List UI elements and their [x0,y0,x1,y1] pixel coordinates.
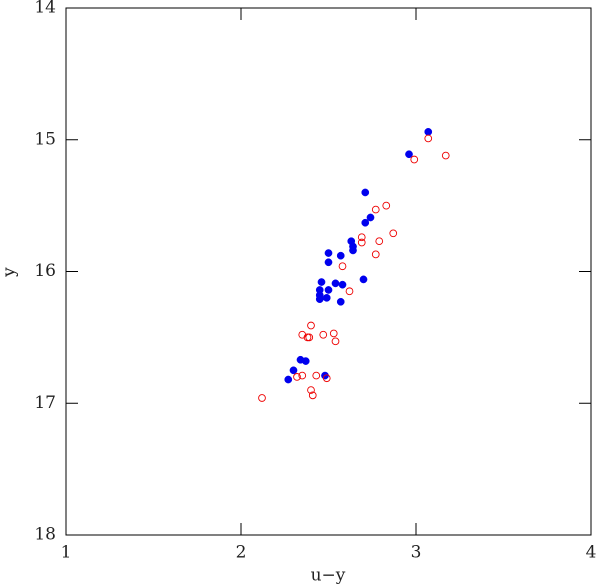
data-point [345,287,354,296]
y-tick-label: 15 [34,129,56,149]
data-point [361,218,370,227]
data-point [357,233,366,242]
x-tick-label: 3 [411,543,422,563]
data-point [338,262,347,271]
data-point [357,238,366,247]
data-point [331,279,340,288]
data-point [307,321,315,330]
data-point [322,374,331,383]
x-tick-label: 4 [586,543,597,563]
data-point [308,391,317,400]
plot-frame [65,7,592,536]
data-point [366,213,375,222]
data-point [298,371,307,380]
data-point [307,386,315,394]
data-point [382,201,391,210]
data-point [349,246,357,255]
data-point [405,150,413,159]
y-tick-label: 17 [34,393,56,413]
data-point [359,275,368,284]
data-point [289,366,298,375]
data-point [371,250,380,259]
x-axis-label: u−y [311,566,346,586]
data-point [319,330,328,339]
data-point [293,373,301,381]
data-point [441,151,450,160]
y-tick-label: 16 [34,261,56,281]
data-point [389,229,398,238]
data-point [410,155,419,164]
data-point [331,337,340,346]
data-point [371,205,380,214]
data-point [303,333,312,342]
data-point [284,375,293,384]
data-point [315,295,324,304]
y-axis-label: y [0,267,20,278]
y-tick-label: 18 [34,525,56,545]
data-point [338,280,347,289]
x-tick-label: 1 [61,543,72,563]
data-point [361,188,370,197]
data-point [322,294,331,302]
data-point [336,297,345,306]
data-point [329,329,338,338]
data-point [336,251,345,260]
data-point [317,278,326,286]
data-point [324,258,333,267]
data-point [258,394,266,402]
data-point [298,330,307,339]
data-point [424,127,433,136]
data-point [301,357,310,365]
data-point [312,371,321,380]
data-point [324,249,333,257]
data-point [424,134,433,143]
data-point [324,286,333,294]
x-tick-label: 2 [236,543,247,563]
y-tick-label: 14 [34,0,56,18]
data-point [375,237,384,246]
